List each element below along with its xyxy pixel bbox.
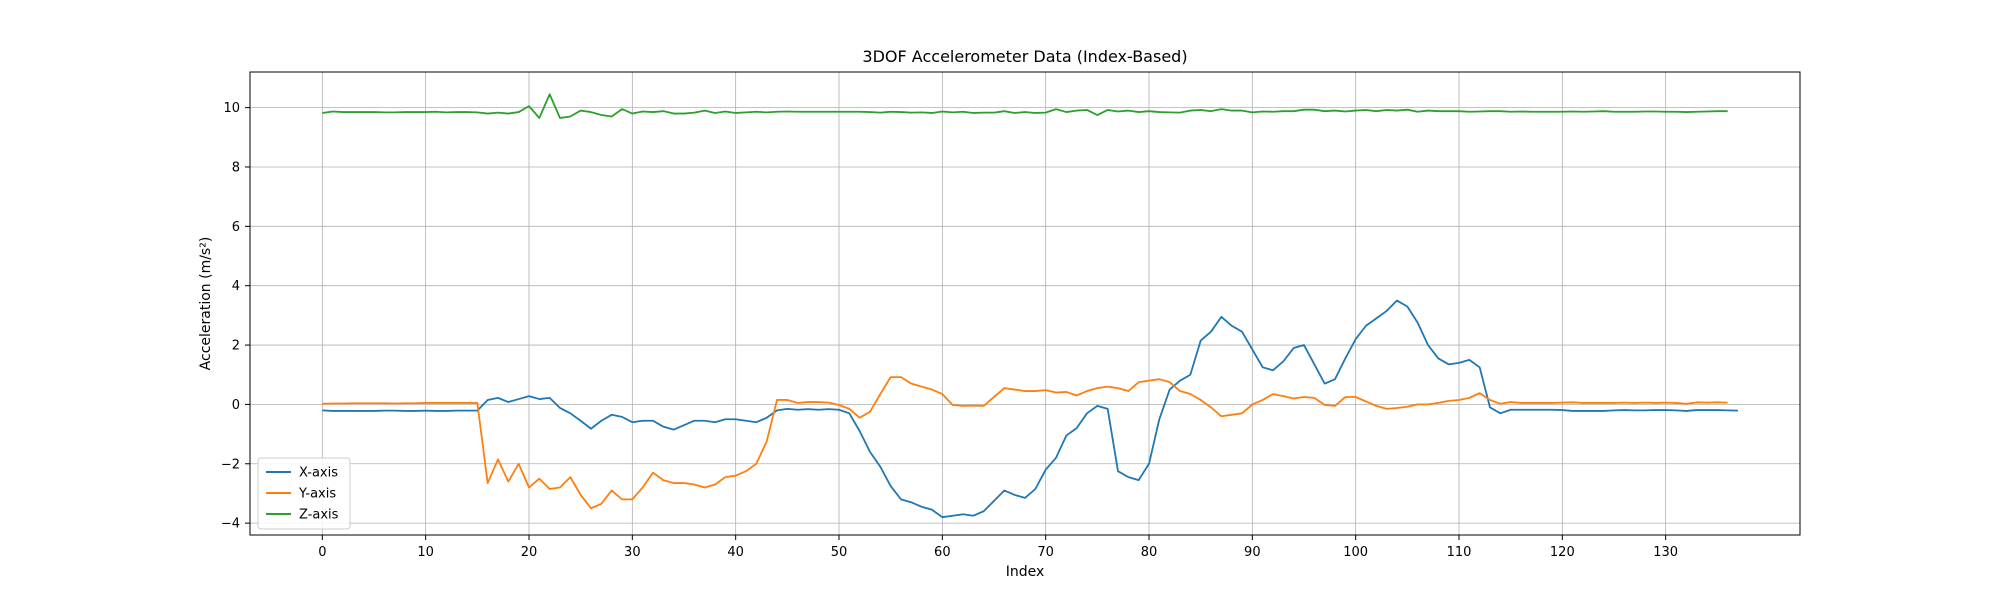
legend-label: Z-axis	[299, 508, 339, 523]
y-tick-label: −4	[221, 517, 240, 532]
tick-layer: 0 10 20 30 40 50 60 70 80 90 100 110 120 130 −4 −2 0 2 4 6 8…	[221, 101, 1678, 560]
y-tick-label: 8	[232, 160, 240, 175]
y-tick-label: 4	[232, 279, 240, 294]
x-tick-label: 10	[417, 545, 434, 560]
series-line-y-axis	[322, 376, 1728, 510]
x-tick-label: 20	[521, 545, 538, 560]
x-tick-label: 30	[624, 545, 641, 560]
x-tick-label: 70	[1037, 545, 1054, 560]
legend: X-axis Y-axis Z-axis	[257, 457, 351, 530]
x-tick-label: 50	[831, 545, 848, 560]
x-axis-label: Index	[1006, 564, 1045, 580]
y-tick-label: −2	[221, 457, 240, 472]
chart-title: 3DOF Accelerometer Data (Index-Based)	[862, 47, 1187, 66]
x-tick-label: 90	[1244, 545, 1261, 560]
legend-box	[257, 457, 351, 530]
y-tick-label: 6	[232, 220, 240, 235]
y-tick-label: 2	[232, 339, 240, 354]
x-tick-label: 100	[1343, 545, 1368, 560]
grid-layer	[250, 72, 1800, 535]
y-axis-label: Acceleration (m/s²)	[198, 237, 214, 371]
x-tick-label: 120	[1550, 545, 1575, 560]
x-tick-label: 60	[934, 545, 951, 560]
plot-area-frame	[249, 71, 1801, 536]
x-tick-label: 130	[1653, 545, 1678, 560]
series-layer	[322, 93, 1739, 519]
legend-label: X-axis	[299, 466, 338, 481]
x-tick-label: 0	[318, 545, 326, 560]
x-tick-label: 110	[1447, 545, 1472, 560]
y-tick-label: 0	[232, 398, 240, 413]
legend-label: Y-axis	[298, 487, 336, 502]
series-line-x-axis	[322, 299, 1739, 519]
x-tick-label: 80	[1141, 545, 1158, 560]
x-tick-label: 40	[727, 545, 744, 560]
series-line-z-axis	[322, 93, 1728, 119]
y-tick-label: 10	[223, 101, 240, 116]
